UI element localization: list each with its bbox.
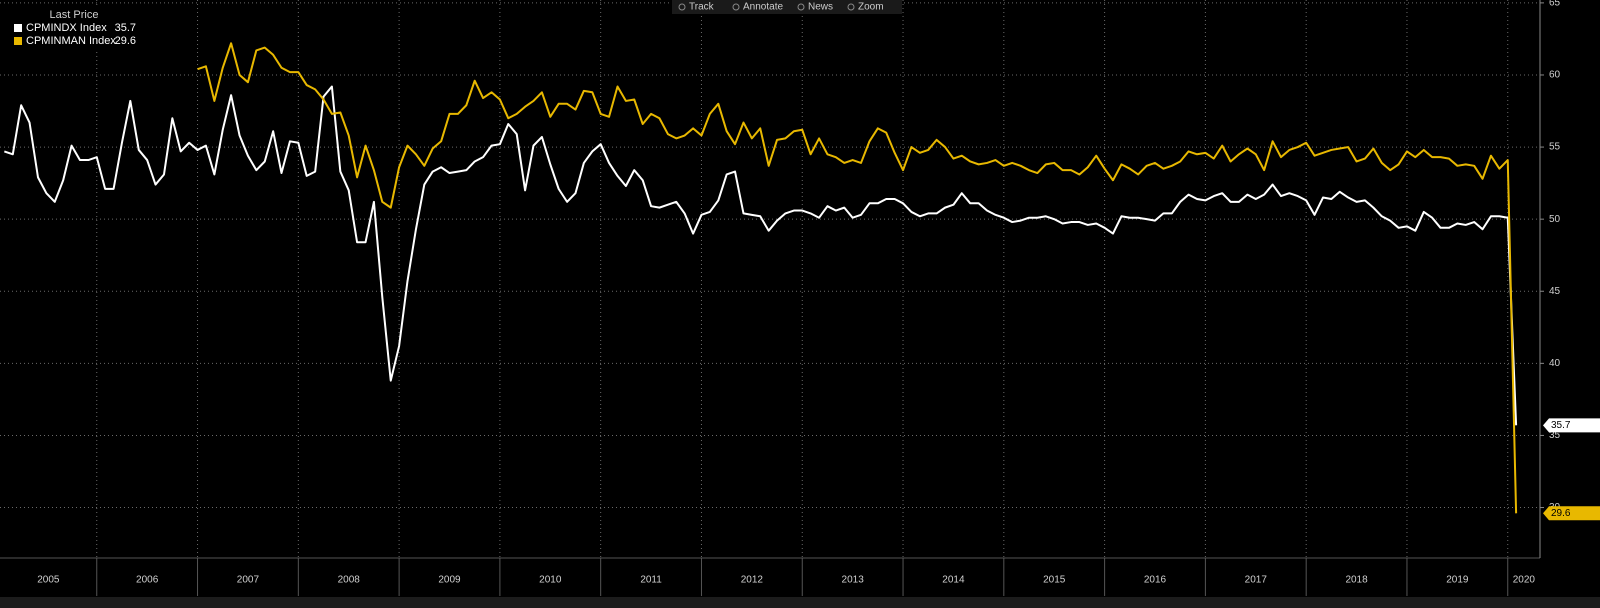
y-tick-label: 65 [1549,0,1561,9]
x-tick-label: 2017 [1245,575,1268,586]
price-tag [1543,506,1600,521]
x-tick-label: 2016 [1144,575,1167,586]
x-tick-label: 2010 [539,575,562,586]
x-tick-label: 2012 [741,575,764,586]
legend-value: 29.6 [115,35,136,47]
series-line [4,85,1518,426]
y-tick-label: 60 [1549,70,1561,81]
x-tick-label: 2013 [842,575,865,586]
x-tick-label: 2007 [237,575,260,586]
price-tag [1543,418,1600,433]
x-tick-label: 2008 [338,575,361,586]
x-tick-label: 2020 [1513,575,1536,586]
legend-title: Last Price [50,9,99,21]
x-tick-label: 2005 [37,575,60,586]
x-tick-label: 2011 [640,575,662,586]
toolbar-button[interactable]: Annotate [743,2,783,13]
x-tick-label: 2006 [136,575,159,586]
legend-box [8,8,140,50]
x-tick-label: 2015 [1043,575,1066,586]
toolbar-icon [797,3,805,11]
toolbar-items: Track Annotate News Zoom [678,2,884,13]
toolbar-button[interactable]: Track [689,2,715,13]
legend-label: CPMINMAN Index [26,35,116,47]
x-tick-label: 2009 [438,575,461,586]
x-tick-label: 2019 [1446,575,1469,586]
toolbar-icon [847,3,855,11]
toolbar [672,0,902,14]
legend-label: CPMINDX Index [26,22,107,34]
series-line [197,42,1518,514]
price-tag-label: 35.7 [1551,420,1571,431]
legend-swatch [14,24,22,32]
toolbar-button[interactable]: News [808,2,833,13]
footer-band [0,597,1600,608]
y-tick-label: 50 [1549,214,1561,225]
y-tick-label: 35 [1549,430,1561,441]
x-tick-label: 2018 [1345,575,1368,586]
toolbar-button[interactable]: Zoom [858,2,884,13]
toolbar-icon [732,3,740,11]
legend-swatch [14,37,22,45]
price-tag-label: 29.6 [1551,508,1571,519]
legend-value: 35.7 [115,22,136,34]
y-tick-label: 40 [1549,358,1561,369]
x-tick-label: 2014 [942,575,965,586]
toolbar-icon [678,3,686,11]
y-tick-label: 45 [1549,286,1561,297]
y-tick-label: 55 [1549,142,1561,153]
